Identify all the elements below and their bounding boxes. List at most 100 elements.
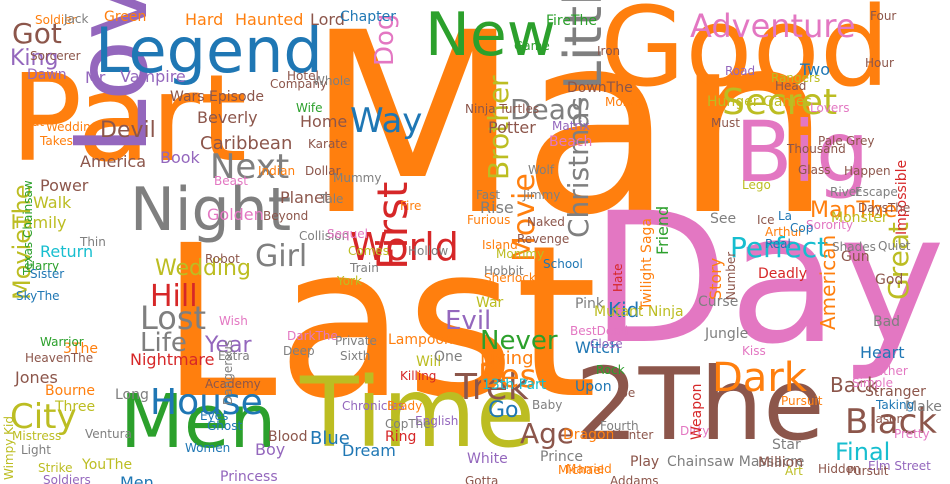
cloud-word: Hobbit bbox=[484, 264, 524, 278]
cloud-word: School bbox=[543, 257, 583, 271]
cloud-word: Must bbox=[711, 116, 740, 130]
cloud-word: Final bbox=[835, 438, 891, 466]
cloud-word: Monster bbox=[831, 210, 888, 226]
cloud-word: Power bbox=[40, 176, 89, 195]
cloud-word: Boy bbox=[255, 440, 286, 459]
cloud-word: Whole bbox=[313, 74, 351, 88]
cloud-word: Company bbox=[270, 77, 328, 91]
cloud-word: Dragon bbox=[563, 427, 615, 443]
cloud-word: Princess bbox=[220, 469, 278, 484]
cloud-word: Wimpy Kid bbox=[2, 416, 16, 480]
cloud-word: Soldier bbox=[35, 13, 77, 27]
cloud-word: Wish bbox=[219, 314, 248, 328]
cloud-word: Sherlock bbox=[484, 271, 536, 285]
cloud-word: Way bbox=[350, 101, 423, 141]
cloud-word: War bbox=[476, 295, 504, 311]
cloud-word: Hard bbox=[185, 10, 224, 29]
cloud-word: Caribbean bbox=[200, 133, 293, 154]
cloud-word: Hidden bbox=[818, 462, 861, 476]
cloud-word: Day bbox=[590, 175, 946, 384]
cloud-word: Got bbox=[12, 17, 62, 50]
cloud-word: Thin bbox=[80, 235, 106, 249]
cloud-word: Legend bbox=[95, 14, 323, 87]
cloud-word: Mommy bbox=[496, 247, 545, 261]
cloud-word: Brady bbox=[387, 399, 423, 413]
cloud-word: Beverly bbox=[197, 108, 258, 127]
cloud-word: Dead bbox=[510, 93, 584, 126]
cloud-word: Christmas bbox=[562, 96, 595, 238]
cloud-word: Elm Street bbox=[868, 459, 931, 473]
cloud-word: 13th Part bbox=[482, 377, 547, 393]
cloud-word: Fourth bbox=[600, 419, 639, 433]
cloud-word: Ice bbox=[757, 213, 775, 227]
cloud-word: Living bbox=[480, 348, 534, 369]
cloud-word: Ring bbox=[385, 429, 417, 445]
cloud-word: Revenge bbox=[517, 232, 570, 246]
cloud-word: Dollar bbox=[305, 164, 341, 178]
cloud-word: Beast bbox=[214, 174, 248, 188]
cloud-word: Mutant Ninja bbox=[594, 304, 684, 320]
cloud-word: Blood bbox=[268, 429, 308, 445]
cloud-word: Wolf bbox=[528, 163, 555, 177]
cloud-word: Robot bbox=[205, 252, 240, 266]
cloud-word: Jones bbox=[15, 368, 58, 387]
cloud-word: Dangerous bbox=[221, 339, 235, 405]
cloud-word: Part bbox=[10, 50, 247, 189]
cloud-word: Eyes bbox=[200, 409, 229, 423]
cloud-word: ManThe bbox=[810, 198, 898, 223]
cloud-word: Pursuit bbox=[847, 464, 889, 478]
cloud-word: Collision bbox=[299, 229, 350, 243]
cloud-word: Best bbox=[478, 357, 549, 395]
cloud-word: Naked bbox=[527, 215, 565, 229]
cloud-word: Nightmare bbox=[130, 350, 215, 369]
cloud-word: Black bbox=[845, 402, 937, 442]
cloud-word: Taking bbox=[876, 398, 915, 412]
cloud-word: Art bbox=[785, 464, 803, 478]
cloud-word: Bourne bbox=[45, 383, 96, 399]
cloud-word: Good bbox=[600, 0, 890, 111]
cloud-word: Go bbox=[488, 398, 519, 423]
cloud-word: Dream bbox=[342, 441, 396, 460]
cloud-word: Chainsaw Massacre bbox=[667, 454, 805, 470]
cloud-word: 3The bbox=[63, 341, 98, 357]
cloud-word: Friend bbox=[653, 205, 672, 255]
cloud-word: Heart bbox=[860, 343, 905, 362]
cloud-word: Light bbox=[21, 443, 51, 457]
cloud-word: Long bbox=[115, 387, 149, 403]
cloud-word: Iron bbox=[597, 44, 621, 58]
cloud-word: Wedding bbox=[155, 256, 251, 281]
cloud-word: Pale bbox=[818, 134, 843, 148]
cloud-word: Will bbox=[416, 354, 442, 370]
cloud-word: Make bbox=[905, 399, 942, 415]
cloud-word: Fire bbox=[400, 199, 422, 213]
cloud-word: Hate bbox=[611, 263, 625, 292]
cloud-word: Vampire bbox=[120, 67, 186, 86]
cloud-word: Four bbox=[870, 9, 897, 23]
cloud-word: Extra bbox=[218, 349, 250, 363]
cloud-word: Mummy bbox=[333, 171, 382, 185]
cloud-word: Soldiers bbox=[43, 473, 91, 484]
cloud-word: River bbox=[830, 185, 862, 199]
cloud-word: Evil bbox=[445, 306, 492, 336]
cloud-word: Married bbox=[566, 462, 612, 476]
cloud-word: Three bbox=[55, 399, 96, 415]
cloud-word: Lovers bbox=[810, 101, 850, 115]
cloud-word: Kid bbox=[608, 298, 640, 322]
cloud-word: Adventure bbox=[690, 7, 856, 45]
cloud-word: Girl bbox=[255, 239, 308, 274]
cloud-word: Men bbox=[120, 379, 277, 465]
cloud-word: Island bbox=[482, 238, 518, 252]
cloud-word: Prince bbox=[540, 449, 584, 465]
cloud-word: God bbox=[875, 272, 904, 288]
cloud-word: Chronicles bbox=[342, 399, 405, 413]
cloud-word: Addams bbox=[610, 474, 659, 484]
cloud-word: Lampoon bbox=[388, 332, 453, 348]
cloud-word: Sixth bbox=[340, 349, 371, 363]
cloud-word: Year bbox=[205, 333, 252, 358]
cloud-word: Arthur bbox=[765, 225, 803, 239]
cloud-word: Jungle bbox=[705, 326, 749, 342]
cloud-word: Play bbox=[630, 454, 660, 470]
cloud-word: Back bbox=[830, 373, 879, 397]
cloud-word: Harry bbox=[26, 259, 60, 273]
cloud-word: Warrior bbox=[40, 335, 84, 349]
